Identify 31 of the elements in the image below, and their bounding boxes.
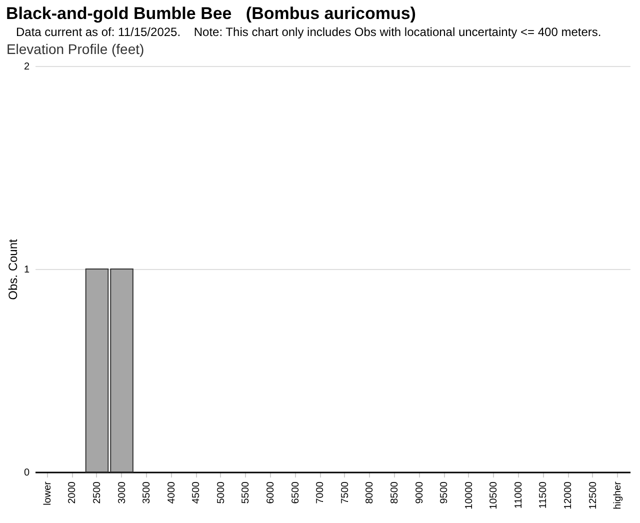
x-tick-label: 11500: [538, 481, 550, 509]
text: Elevation Profile (feet): [6, 41, 144, 57]
x-tick-label: 11000: [513, 481, 524, 509]
chart-subtitle: Data current as of: 11/15/2025. Note: This chart only includes Obs with locational uncertainty <= 400 meters.: [16, 25, 602, 39]
chart-title: Black-and-gold Bumble Bee (Bombus auricomus): [6, 4, 417, 24]
x-tick-label: 10000: [464, 481, 475, 510]
y-axis-title: Obs. Count: [6, 238, 20, 300]
x-tick-label: lower: [42, 480, 54, 506]
x-tick-label: 7000: [315, 481, 326, 504]
x-tick-label: 2500: [92, 481, 103, 504]
x-tick-label: 6500: [290, 481, 302, 504]
y-tick-label: 2: [24, 62, 30, 72]
x-tick-label: 5500: [240, 481, 252, 504]
x-tick-label: 9000: [414, 481, 426, 504]
x-tick-label: 7500: [340, 481, 351, 504]
x-tick-label: higher: [612, 480, 624, 510]
y-tick-label: 0: [24, 468, 30, 478]
x-tick-label: 4000: [166, 481, 178, 504]
x-tick-label: 8000: [364, 481, 376, 504]
x-tick-label: 8500: [389, 481, 400, 504]
x-tick-label: 9500: [439, 481, 450, 504]
x-tick-label: 3000: [116, 481, 128, 504]
x-tick-label: 3500: [142, 481, 153, 504]
x-tick-label: 5000: [216, 481, 227, 504]
x-tick-label: 12000: [563, 481, 574, 510]
x-tick-label: 4500: [191, 481, 202, 504]
x-tick-label: 12500: [588, 481, 599, 510]
x-tick-label: 6000: [266, 481, 277, 504]
y-tick-label: 1: [24, 264, 30, 276]
x-tick-label: 10500: [488, 481, 500, 510]
x-tick-label: 2000: [67, 481, 78, 504]
